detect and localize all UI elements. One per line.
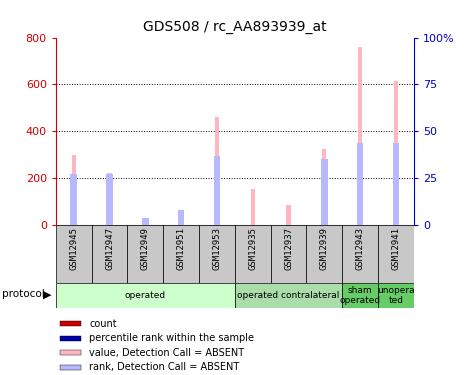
Bar — [251, 189, 255, 225]
Text: rank, Detection Call = ABSENT: rank, Detection Call = ABSENT — [89, 362, 239, 372]
Bar — [163, 225, 199, 283]
Text: protocol: protocol — [2, 290, 45, 299]
Bar — [72, 154, 76, 225]
Bar — [60, 350, 81, 355]
Bar — [92, 225, 127, 283]
Bar — [342, 283, 378, 308]
Text: GSM12945: GSM12945 — [69, 227, 78, 270]
Text: value, Detection Call = ABSENT: value, Detection Call = ABSENT — [89, 348, 245, 358]
Bar — [60, 321, 81, 326]
Bar — [178, 210, 184, 225]
Bar — [378, 283, 414, 308]
Bar — [106, 174, 113, 225]
Bar — [306, 225, 342, 283]
Bar — [215, 117, 219, 225]
Text: sham
operated: sham operated — [339, 286, 381, 305]
Text: GSM12941: GSM12941 — [392, 227, 400, 270]
Bar — [286, 205, 291, 225]
Bar — [142, 217, 148, 225]
Text: GSM12949: GSM12949 — [141, 227, 150, 270]
Bar — [393, 142, 399, 225]
Bar — [271, 225, 306, 283]
Bar — [56, 225, 92, 283]
Text: GSM12947: GSM12947 — [105, 227, 114, 270]
Text: GSM12953: GSM12953 — [213, 227, 221, 270]
Bar — [342, 225, 378, 283]
Bar — [235, 283, 342, 308]
Bar — [56, 283, 235, 308]
Bar — [71, 174, 77, 225]
Bar — [394, 81, 398, 225]
Text: count: count — [89, 319, 117, 328]
Bar — [321, 159, 327, 225]
Text: GSM12935: GSM12935 — [248, 227, 257, 270]
Text: GSM12943: GSM12943 — [356, 227, 365, 270]
Text: GSM12939: GSM12939 — [320, 227, 329, 270]
Text: GSM12937: GSM12937 — [284, 227, 293, 270]
Bar — [235, 225, 271, 283]
Bar — [179, 218, 183, 225]
Text: unopera
ted: unopera ted — [377, 286, 415, 305]
Bar — [127, 225, 163, 283]
Title: GDS508 / rc_AA893939_at: GDS508 / rc_AA893939_at — [143, 20, 326, 34]
Text: GSM12951: GSM12951 — [177, 227, 186, 270]
Bar — [60, 336, 81, 341]
Bar — [358, 47, 362, 225]
Bar — [322, 149, 326, 225]
Bar — [71, 224, 77, 225]
Text: operated: operated — [125, 291, 166, 300]
Bar — [378, 225, 414, 283]
Text: operated contralateral: operated contralateral — [237, 291, 340, 300]
Bar — [107, 173, 112, 225]
Text: percentile rank within the sample: percentile rank within the sample — [89, 333, 254, 343]
Bar — [143, 219, 147, 225]
Bar — [199, 225, 235, 283]
Bar — [214, 156, 220, 225]
Bar — [60, 364, 81, 370]
Bar — [357, 142, 363, 225]
Text: ▶: ▶ — [43, 290, 52, 299]
